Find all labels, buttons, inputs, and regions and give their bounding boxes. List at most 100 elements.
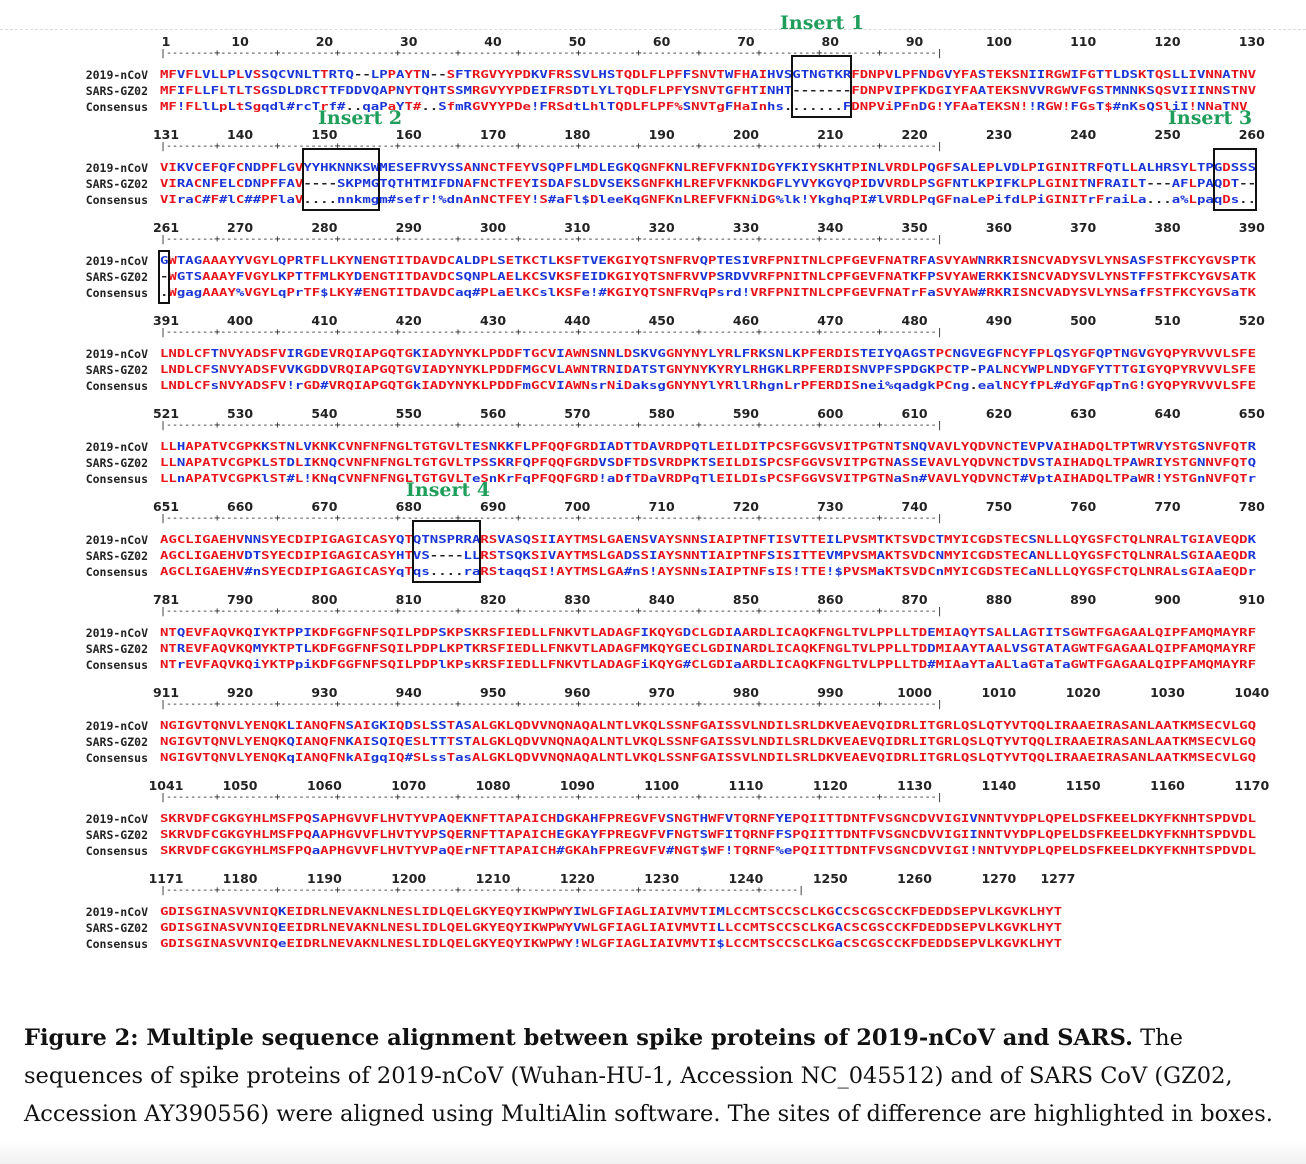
ruler-tick-label: 930: [311, 685, 338, 700]
ruler-tick-label: 131: [152, 127, 180, 142]
ruler-tick-label: 1277: [1040, 871, 1076, 886]
ruler-tick-label: 1060: [306, 778, 342, 793]
insert-highlight-box: [302, 148, 381, 211]
alignment-block: 261 270 280 290 300 310 320 330 340 350 360 370 380 3…: [0, 220, 1306, 310]
sequence-row: 2019-nCoV SKRVDFCGKGYHLMSFPQSAPHGVVFLHVTY…: [0, 811, 1306, 827]
sequence-row: 2019-nCoV NTQEVFAQVKQIYKTPPIKDFGGFNFSQILP…: [0, 625, 1306, 641]
ruler-tick-label: 780: [1238, 499, 1265, 514]
ruler-tick-label: 900: [1154, 592, 1181, 607]
sequence-residues: VIRACNFELCDNPFFAV----SKPMGTQTHTMIFDNAFNC…: [160, 177, 1256, 190]
ruler-tick-label: 300: [479, 220, 507, 235]
sequence-label: Consensus: [85, 658, 148, 672]
ruler-tick-label: 830: [564, 592, 591, 607]
ruler-tick-label: 40: [484, 34, 502, 49]
insert-label: Insert 4: [406, 479, 491, 501]
ruler-tick-label: 90: [905, 34, 924, 49]
sequence-row: Consensus LNDLCFsNVYADSFV!rGD#VRQIAPGQTGk…: [0, 378, 1306, 394]
sequence-label: 2019-nCoV: [85, 905, 148, 919]
sequence-row: 2019-nCoV AGCLIGAEHVNNSYECDIPIGAGICASYQTQ…: [0, 532, 1306, 548]
alignment-block: 911 920 930 940 950 960 970 980 990 1000 1010 1020 1…: [0, 685, 1306, 775]
ruler-tick-label: 1100: [644, 778, 680, 793]
sequence-label: 2019-nCoV: [85, 719, 148, 733]
ruler-tick-label: 110: [1070, 34, 1097, 49]
ruler-tick-label: 1130: [897, 778, 932, 793]
ruler-tick-label: 180: [564, 127, 591, 142]
sequence-row: Consensus NGIGVTQNVLYENQKqIANQFNkAIgqIQ#S…: [0, 750, 1306, 766]
ruler-tick-label: 920: [227, 685, 254, 700]
sequence-row: 2019-nCoV NGIGVTQNVLYENQKLIANQFNSAIGKIQDS…: [0, 718, 1306, 734]
ruler-tick-label: 560: [479, 406, 507, 421]
position-ruler: 391 400 410 420 430 440 450 460 470 480 490 500 510 5…: [0, 313, 1306, 328]
position-ruler: 261 270 280 290 300 310 320 330 340 350 360 370 380 3…: [0, 220, 1306, 235]
sequence-row: Consensus .WgagAAAY%VGYLqPrTF$LKY#ENGTITD…: [0, 285, 1306, 301]
ruler-tick-label: 850: [732, 592, 759, 607]
insert-label: Insert 3: [1168, 107, 1253, 129]
alignment-block: 1171 1180 1190 1200 1210 1220 1230 1240 1250 1260…: [0, 871, 1306, 960]
sequence-row: SARS-GZ02 -WGTSAAAYFVGYLKPTTFMLKYDENGTITD…: [0, 269, 1306, 285]
sequence-label: Consensus: [85, 565, 148, 579]
ruler-tick-label: 1170: [1234, 778, 1270, 793]
sequence-residues: NGIGVTQNVLYENQKqIANQFNkAIgqIQ#SLssTasALG…: [160, 751, 1256, 764]
ruler-tick-label: 1210: [475, 871, 511, 886]
ruler-tick-label: 1250: [812, 871, 848, 886]
sequence-label: SARS-GZ02: [85, 549, 148, 563]
ruler-tick-label: 220: [901, 127, 928, 142]
ruler-tick-label: 480: [901, 313, 928, 328]
ruler-tick-label: 100: [985, 34, 1012, 49]
ruler-tick-label: 20: [315, 34, 334, 49]
ruler-tick-label: 1030: [1150, 685, 1185, 700]
sequence-residues: VIKVCEFQFCNDPFLGVYYHKNNKSWMESEFRVYSSANNC…: [160, 161, 1256, 174]
ruler-tick-label: 1190: [306, 871, 342, 886]
ruler-tick-label: 80: [821, 34, 839, 49]
ruler-tick-label: 530: [227, 406, 254, 421]
sequence-residues: LLNAPATVCGPKLSTDLIKNQCVNFNFNGLTGTGVLTPSS…: [160, 456, 1256, 469]
sequence-residues: SKRVDFCGKGYHLMSFPQSAPHGVVFLHVTYVPAQEKNFT…: [160, 812, 1256, 825]
ruler-tick-label: 320: [648, 220, 675, 235]
ruler-tick-label: 400: [227, 313, 254, 328]
ruler-tick-label: 990: [817, 685, 844, 700]
ruler-tick-label: 790: [227, 592, 254, 607]
position-ruler: 1 10 20 30 40 50 60 70 80 90 100 110 120 130: [0, 34, 1306, 49]
sequence-residues: NGIGVTQNVLYENQKQIANQFNKAISQIQESLTTTSTALG…: [160, 735, 1256, 748]
sequence-residues: MFVFLVLLPLVSSQCVNLTTRTQ--LPPAYTN--SFTRGV…: [160, 68, 1256, 81]
sequence-row: SARS-GZ02 MFIFLLFLTLTSGSDLDRCTTFDDVQAPNYT…: [0, 83, 1306, 99]
bottom-fade: [0, 1140, 1306, 1164]
ruler-tick-label: 1240: [728, 871, 764, 886]
sequence-label: 2019-nCoV: [85, 626, 148, 640]
ruler-tick-label: 540: [311, 406, 338, 421]
ruler-tick-label: 290: [395, 220, 422, 235]
sequence-label: SARS-GZ02: [85, 921, 148, 935]
sequence-residues: NGIGVTQNVLYENQKLIANQFNSAIGKIQDSLSSTASALG…: [160, 719, 1256, 732]
sequence-residues: NTREVFAQVKQMYKTPTLKDFGGFNFSQILPDPLKPTKRS…: [160, 642, 1256, 655]
sequence-residues: MFIFLLFLTLTSGSDLDRCTTFDDVQAPNYTQHTSSMRGV…: [160, 84, 1256, 97]
ruler-tick-label: 1260: [897, 871, 932, 886]
alignment-block: 131 140 150 160 170 180 190 200 210 220 230 240 250 2…: [0, 127, 1306, 217]
ruler-tick-label: 30: [400, 34, 418, 49]
ruler-tick-line: |--------+---------+---------+---------+…: [160, 49, 943, 59]
ruler-tick-label: 890: [1070, 592, 1097, 607]
ruler-tick-label: 820: [479, 592, 507, 607]
ruler-tick-label: 960: [564, 685, 591, 700]
sequence-row: SARS-GZ02 SKRVDFCGKGYHLMSFPQAAPHGVVFLHVTY…: [0, 827, 1306, 843]
ruler-tick-label: 580: [648, 406, 675, 421]
sequence-row: Consensus AGCLIGAEHV#nSYECDIPIGAGICASYqTq…: [0, 564, 1306, 580]
ruler-tick-label: 390: [1238, 220, 1265, 235]
ruler-tick-label: 470: [817, 313, 844, 328]
ruler-tick-label: 1171: [148, 871, 184, 886]
ruler-tick-label: 1010: [981, 685, 1017, 700]
sequence-row: SARS-GZ02 NTREVFAQVKQMYKTPTLKDFGGFNFSQILP…: [0, 641, 1306, 657]
alignment-block: 651 660 670 680 690 700 710 720 730 740 750 760 770 7…: [0, 499, 1306, 589]
sequence-residues: LNDLCFSNVYADSFVVKGDDVRQIAPGQTGVIADYNYKLP…: [160, 363, 1256, 376]
ruler-tick-label: 440: [564, 313, 591, 328]
sequence-label: Consensus: [85, 472, 148, 486]
ruler-tick-label: 380: [1154, 220, 1181, 235]
ruler-tick-label: 230: [985, 127, 1012, 142]
caption-body: The sequences of spike proteins of 2019-…: [24, 1024, 1273, 1127]
sequence-residues: SKRVDFCGKGYHLMSFPQAAPHGVVFLHVTYVPSQERNFT…: [160, 828, 1256, 841]
sequence-residues: MF!FLlLpLtSgqdl#rcTrf#..qaPaYT#..SfmRGVY…: [160, 100, 1248, 113]
ruler-tick-line: |--------+---------+---------+---------+…: [160, 700, 943, 710]
ruler-tick-label: 660: [227, 499, 254, 514]
sequence-label: 2019-nCoV: [85, 68, 148, 82]
ruler-tick-label: 970: [648, 685, 675, 700]
ruler-tick-label: 1070: [391, 778, 427, 793]
